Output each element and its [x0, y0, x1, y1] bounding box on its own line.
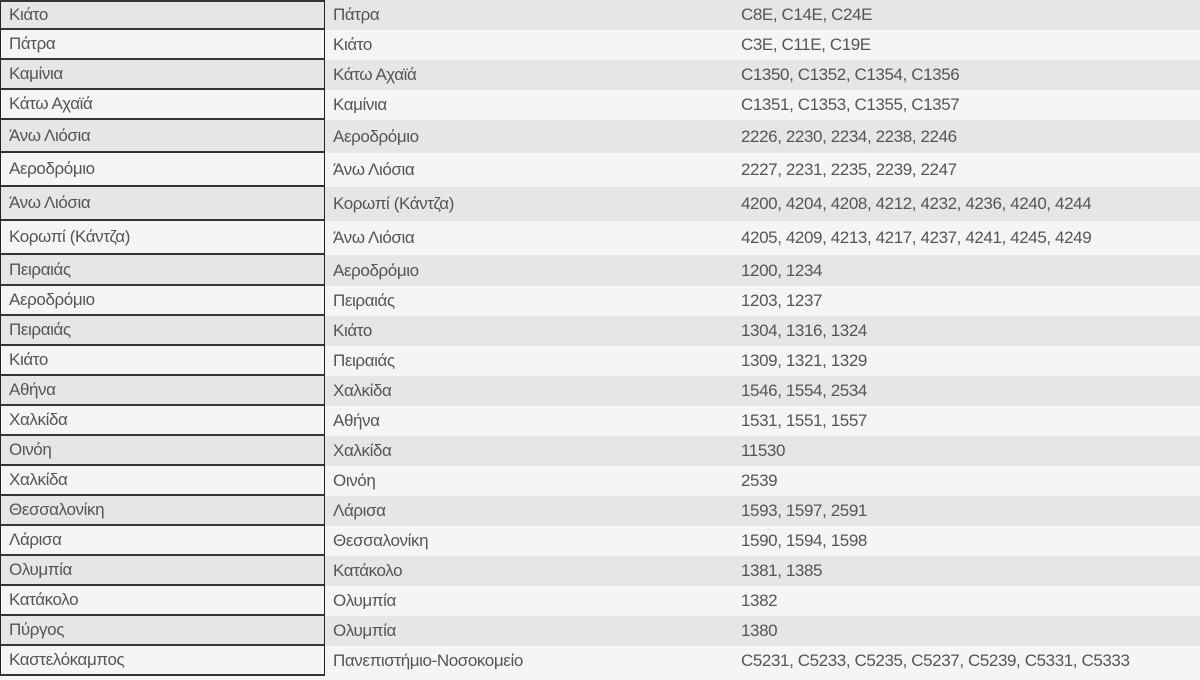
from-station-cell: Λάρισα	[0, 526, 325, 556]
to-station-cell: Λάρισα	[333, 501, 386, 520]
table-row: Κιάτο Πάτρα C8E, C14E, C24E	[0, 0, 1200, 30]
to-station-cell: Αεροδρόμιο	[333, 260, 419, 280]
train-numbers-cell: 1380	[741, 621, 778, 640]
table-row: Χαλκίδα Αθήνα 1531, 1551, 1557	[0, 406, 1200, 436]
to-station-cell: Θεσσαλονίκη	[333, 531, 429, 550]
table-row: Χαλκίδα Οινόη 2539	[0, 466, 1200, 496]
table-row: Κιάτο Πειραιάς 1309, 1321, 1329	[0, 346, 1200, 376]
to-station-cell: Ολυμπία	[333, 621, 396, 640]
to-station-cell: Χαλκίδα	[333, 441, 392, 460]
train-numbers-cell: 1546, 1554, 2534	[741, 381, 867, 400]
to-station-cell: Αεροδρόμιο	[333, 126, 419, 146]
table-row: Πειραιάς Κιάτο 1304, 1316, 1324	[0, 316, 1200, 346]
train-numbers-cell: C1351, C1353, C1355, C1357	[741, 95, 960, 114]
from-station-cell: Καστελόκαμπος	[0, 646, 325, 676]
table-row: Θεσσαλονίκη Λάρισα 1593, 1597, 2591	[0, 496, 1200, 526]
from-station-cell: Πειραιάς	[0, 316, 325, 346]
table-row: Αεροδρόμιο Πειραιάς 1203, 1237	[0, 286, 1200, 316]
from-station-cell: Πάτρα	[0, 30, 325, 60]
table-row: Καστελόκαμπος Πανεπιστήμιο-Νοσοκομείο C523…	[0, 646, 1200, 676]
train-numbers-cell: 1200, 1234	[741, 260, 823, 280]
table-row: Κορωπί (Κάντζα) Άνω Λιόσια 4205, 4209, 421…	[0, 221, 1200, 255]
train-numbers-cell: 1590, 1594, 1598	[741, 531, 867, 550]
to-station-cell: Καμίνια	[333, 95, 387, 114]
train-numbers-cell: C8E, C14E, C24E	[741, 5, 873, 24]
to-station-cell: Κιάτο	[333, 321, 372, 340]
from-station-cell: Ολυμπία	[0, 556, 325, 586]
train-numbers-cell: 4205, 4209, 4213, 4217, 4237, 4241, 4245…	[741, 228, 1092, 247]
from-station-cell: Κιάτο	[0, 346, 325, 376]
train-numbers-cell: 1203, 1237	[741, 291, 823, 310]
from-station-cell: Χαλκίδα	[0, 406, 325, 436]
from-station-cell: Οινόη	[0, 436, 325, 466]
from-station-cell: Αθήνα	[0, 376, 325, 406]
table-row: Οινόη Χαλκίδα 11530	[0, 436, 1200, 466]
to-station-cell: Πειραιάς	[333, 291, 395, 310]
train-numbers-cell: 1531, 1551, 1557	[741, 411, 867, 430]
train-numbers-cell: 1309, 1321, 1329	[741, 351, 867, 370]
train-numbers-cell: 2539	[741, 471, 778, 490]
to-station-cell: Πανεπιστήμιο-Νοσοκομείο	[333, 651, 523, 670]
train-numbers-cell: C5231, C5233, C5235, C5237, C5239, C5331…	[741, 651, 1130, 670]
to-station-cell: Κατάκολο	[333, 561, 403, 580]
from-station-cell: Χαλκίδα	[0, 466, 325, 496]
table-row: Πειραιάς Αεροδρόμιο 1200, 1234	[0, 255, 1200, 286]
train-numbers-cell: C1350, C1352, C1354, C1356	[741, 65, 960, 84]
from-station-cell: Πειραιάς	[0, 255, 325, 286]
table-row: Άνω Λιόσια Κορωπί (Κάντζα) 4200, 4204, 420…	[0, 187, 1200, 221]
table-row: Πύργος Ολυμπία 1380	[0, 616, 1200, 646]
from-station-cell: Αεροδρόμιο	[0, 153, 325, 187]
from-station-cell: Αεροδρόμιο	[0, 286, 325, 316]
to-station-cell: Αθήνα	[333, 411, 380, 430]
from-station-cell: Κάτω Αχαϊά	[0, 90, 325, 120]
from-station-cell: Κατάκολο	[0, 586, 325, 616]
train-numbers-cell: 11530	[741, 441, 786, 460]
to-station-cell: Κορωπί (Κάντζα)	[333, 194, 454, 213]
train-numbers-cell: 1381, 1385	[741, 561, 823, 580]
from-station-cell: Κιάτο	[0, 0, 325, 30]
to-station-cell: Πειραιάς	[333, 351, 395, 370]
to-station-cell: Άνω Λιόσια	[333, 228, 415, 247]
table-row: Πάτρα Κιάτο C3E, C11E, C19E	[0, 30, 1200, 60]
to-station-cell: Οινόη	[333, 471, 376, 490]
from-station-cell: Άνω Λιόσια	[0, 120, 325, 153]
table-row: Αεροδρόμιο Άνω Λιόσια 2227, 2231, 2235, 22…	[0, 153, 1200, 187]
train-numbers-cell: 4200, 4204, 4208, 4212, 4232, 4236, 4240…	[741, 194, 1092, 213]
to-station-cell: Άνω Λιόσια	[333, 160, 415, 179]
to-station-cell: Ολυμπία	[333, 591, 396, 610]
table-row: Αθήνα Χαλκίδα 1546, 1554, 2534	[0, 376, 1200, 406]
table-row: Καμίνια Κάτω Αχαϊά C1350, C1352, C1354, C1…	[0, 60, 1200, 90]
train-numbers-cell: 2226, 2230, 2234, 2238, 2246	[741, 126, 957, 146]
from-station-cell: Θεσσαλονίκη	[0, 496, 325, 526]
train-numbers-cell: 1382	[741, 591, 778, 610]
table-row: Κάτω Αχαϊά Καμίνια C1351, C1353, C1355, C1…	[0, 90, 1200, 120]
from-station-cell: Καμίνια	[0, 60, 325, 90]
to-station-cell: Χαλκίδα	[333, 381, 392, 400]
train-numbers-cell: C3E, C11E, C19E	[741, 35, 871, 54]
table-row: Άνω Λιόσια Αεροδρόμιο 2226, 2230, 2234, 22…	[0, 120, 1200, 153]
train-numbers-cell: 1304, 1316, 1324	[741, 321, 867, 340]
train-numbers-cell: 2227, 2231, 2235, 2239, 2247	[741, 160, 957, 179]
to-station-cell: Κάτω Αχαϊά	[333, 65, 417, 84]
table-row: Ολυμπία Κατάκολο 1381, 1385	[0, 556, 1200, 586]
table-row: Κατάκολο Ολυμπία 1382	[0, 586, 1200, 616]
table-row: Λάρισα Θεσσαλονίκη 1590, 1594, 1598	[0, 526, 1200, 556]
from-station-cell: Πύργος	[0, 616, 325, 646]
to-station-cell: Κιάτο	[333, 35, 372, 54]
from-station-cell: Κορωπί (Κάντζα)	[0, 221, 325, 255]
train-numbers-cell: 1593, 1597, 2591	[741, 501, 867, 520]
from-station-cell: Άνω Λιόσια	[0, 187, 325, 221]
to-station-cell: Πάτρα	[333, 5, 380, 24]
